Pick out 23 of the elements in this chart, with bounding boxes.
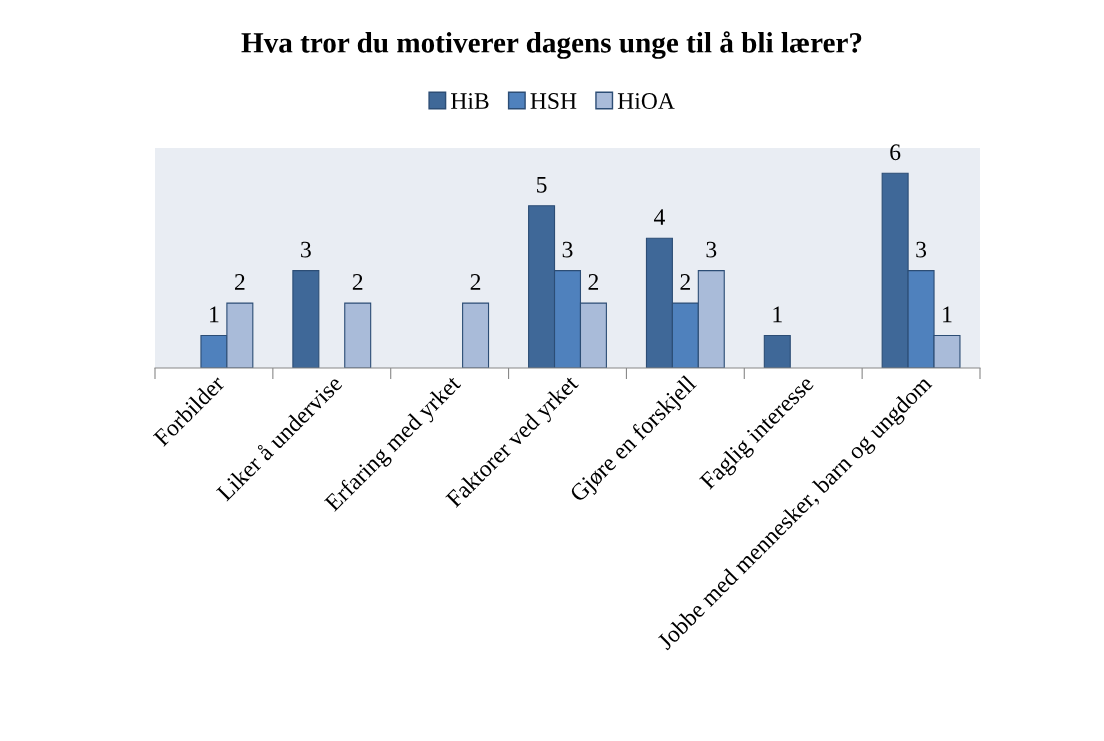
legend-label: HSH <box>530 93 577 109</box>
data-label: 1 <box>210 306 219 323</box>
data-label: 2 <box>680 274 690 290</box>
data-label: 2 <box>588 274 599 290</box>
data-label: 3 <box>706 241 717 258</box>
bar <box>292 270 320 368</box>
data-label: 5 <box>537 176 547 193</box>
data-label: 3 <box>562 241 573 258</box>
data-label: 2 <box>352 274 363 290</box>
legend-label: HiB <box>451 93 489 109</box>
data-label: 2 <box>470 274 481 290</box>
data-label: 3 <box>916 241 927 258</box>
chart-title: Hva tror du motiverer dagens unge til å bli lærer? <box>241 31 862 59</box>
data-label: 1 <box>943 306 952 323</box>
bar <box>344 302 372 368</box>
data-label: 2 <box>234 274 245 290</box>
bar <box>763 334 791 368</box>
data-label: 6 <box>890 144 901 161</box>
data-label: 1 <box>773 306 782 323</box>
legend-label: HiOA <box>617 93 675 109</box>
data-label: 4 <box>653 209 665 225</box>
bar <box>462 302 490 368</box>
data-label: 3 <box>301 241 311 258</box>
